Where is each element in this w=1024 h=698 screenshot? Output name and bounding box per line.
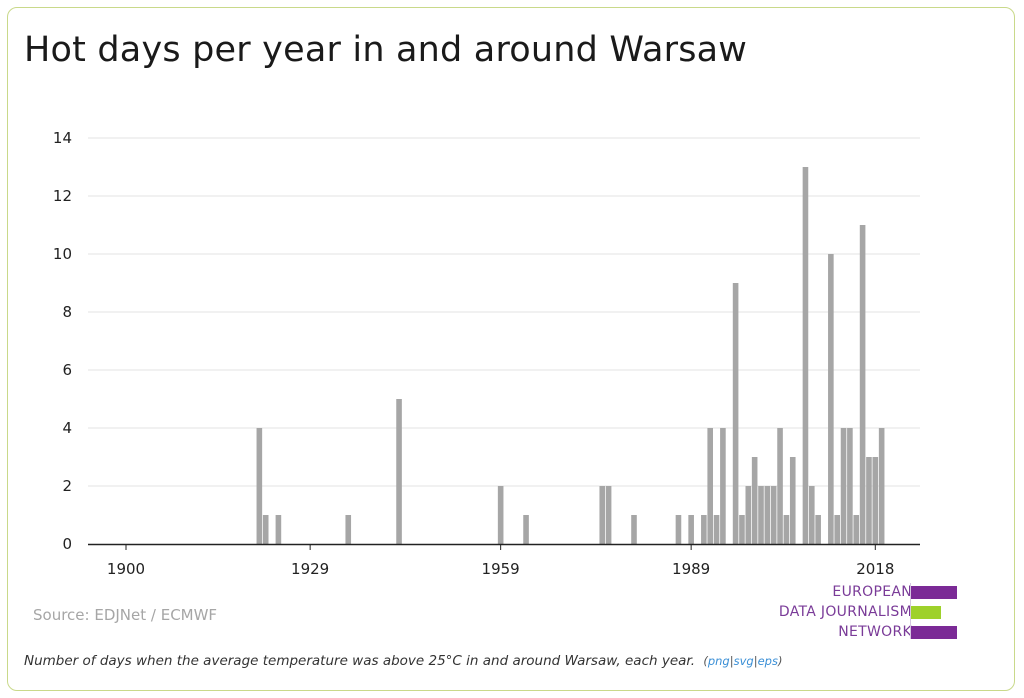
y-tick-label: 6: [62, 361, 72, 379]
bar: [878, 428, 885, 544]
x-tick-label: 2018: [856, 560, 894, 578]
png-link[interactable]: png: [707, 654, 730, 668]
bar: [770, 486, 777, 544]
bar: [809, 486, 815, 544]
logo-line-2: DATA JOURNALISM: [778, 604, 912, 620]
bar: [783, 515, 790, 544]
bar: [732, 283, 739, 544]
logo-line-3: NETWORK: [838, 624, 912, 640]
bar: [789, 457, 796, 544]
chart-card: [7, 7, 1015, 691]
separator: |: [729, 654, 734, 668]
bar: [872, 457, 879, 544]
source-note: Source: EDJNet / ECMWF: [33, 606, 218, 624]
bar: [828, 254, 834, 544]
bar: [859, 225, 866, 544]
bar: [631, 515, 637, 544]
logo-bar-purple-top: [911, 586, 957, 599]
logo-line-1: EUROPEAN: [832, 584, 912, 600]
bar: [262, 515, 269, 544]
logo-divider: [910, 583, 911, 639]
x-tick-label: 1900: [107, 560, 145, 578]
y-axis-ticks: 0 2 4 6 8 10 12 14: [53, 129, 72, 553]
bar: [853, 515, 860, 544]
y-tick-label: 14: [53, 129, 72, 147]
gridlines: [88, 137, 920, 487]
bar: [345, 515, 352, 544]
bar: [847, 428, 853, 544]
bar: [739, 515, 745, 544]
export-links: (png|svg|eps): [703, 654, 782, 668]
bar: [758, 486, 764, 544]
bar: [720, 428, 726, 544]
bar: [866, 457, 872, 544]
logo-bar-green: [911, 606, 941, 619]
bar: [675, 515, 682, 544]
chart-caption: Number of days when the average temperat…: [24, 653, 782, 669]
bar: [605, 486, 612, 544]
edjnet-logo[interactable]: EUROPEAN DATA JOURNALISM NETWORK: [760, 583, 960, 643]
svg-link[interactable]: svg: [733, 654, 754, 668]
bar: [834, 515, 840, 544]
bar: [275, 515, 282, 544]
bar: [764, 486, 771, 544]
bar: [745, 486, 752, 544]
bar: [497, 486, 504, 544]
logo-bar-purple-bottom: [911, 626, 957, 639]
x-axis: 1900 1929 1959 1989 2018: [88, 543, 920, 578]
bar: [396, 399, 402, 544]
bar-chart: 0 2 4 6 8 10 12 14 1900 1929 1959 1989 2018: [53, 129, 920, 578]
y-tick-label: 4: [62, 419, 72, 437]
bar: [840, 428, 847, 544]
y-tick-label: 8: [62, 303, 72, 321]
eps-link[interactable]: eps: [757, 654, 778, 668]
x-tick-label: 1989: [672, 560, 710, 578]
bar: [599, 486, 606, 544]
chart-title: Hot days per year in and around Warsaw: [24, 30, 748, 70]
y-tick-label: 0: [62, 535, 72, 553]
y-tick-label: 10: [53, 245, 72, 263]
bar: [751, 457, 758, 544]
bar: [256, 428, 263, 544]
y-tick-label: 2: [62, 477, 72, 495]
y-tick-label: 12: [53, 187, 72, 205]
bar: [802, 167, 809, 544]
paren-open: (: [703, 654, 708, 668]
bar: [701, 515, 707, 544]
paren-close: ): [777, 654, 783, 668]
bar: [713, 515, 720, 544]
x-tick-label: 1959: [482, 560, 520, 578]
x-tick-label: 1929: [291, 560, 329, 578]
bar: [777, 428, 783, 544]
bar: [688, 515, 694, 544]
bar: [815, 515, 821, 544]
caption-text: Number of days when the average temperat…: [24, 653, 696, 669]
bar: [707, 428, 713, 544]
bar: [523, 515, 529, 544]
separator: |: [753, 654, 758, 668]
bars: [256, 167, 885, 544]
